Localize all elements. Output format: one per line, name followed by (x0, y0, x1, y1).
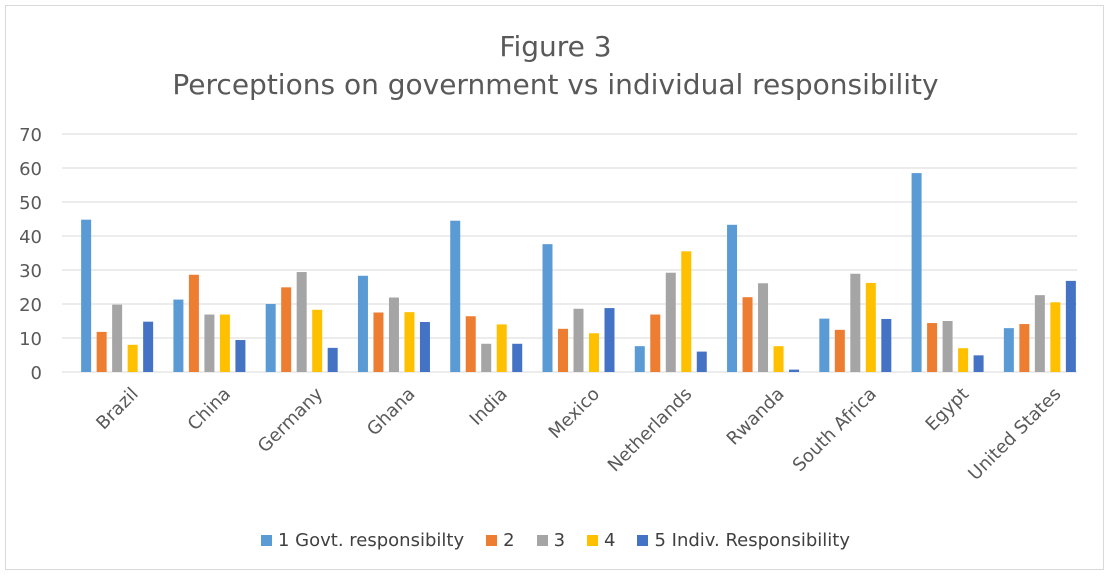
bar (1003, 328, 1014, 372)
bar (281, 287, 292, 372)
y-tick-label: 0 (31, 363, 42, 384)
bar (265, 304, 276, 372)
bar (388, 297, 399, 372)
legend: 1 Govt. responsibilty 2 3 4 5 Indiv. Respons… (0, 530, 1111, 551)
legend-label: 2 (503, 530, 515, 551)
legend-swatch (261, 535, 272, 546)
bar (958, 348, 969, 372)
bar (450, 220, 461, 372)
legend-label: 3 (553, 530, 566, 551)
bar (758, 283, 769, 372)
bar (357, 275, 368, 372)
bar (604, 308, 615, 372)
bar (219, 314, 230, 372)
x-tick-label: South Africa (789, 384, 881, 476)
bar (573, 308, 584, 372)
bar (512, 343, 523, 372)
gridlines (62, 133, 1077, 373)
bar (558, 328, 568, 372)
x-tick-label: China (184, 384, 235, 435)
bar (742, 297, 753, 372)
bar (496, 324, 507, 372)
y-tick-label: 70 (19, 125, 42, 146)
bar (727, 224, 738, 372)
bar (911, 173, 922, 372)
bar (589, 333, 599, 372)
y-axis-ticks: 0 10 20 30 40 50 60 70 (19, 125, 42, 384)
bar (312, 309, 323, 372)
x-tick-label: Rwanda (723, 384, 789, 450)
bar (927, 323, 938, 372)
bar (373, 312, 384, 372)
x-tick-label: Brazil (92, 384, 142, 434)
x-tick-label: Germany (254, 383, 328, 457)
legend-label: 5 Indiv. Responsibility (654, 530, 850, 551)
bar (650, 314, 661, 372)
x-tick-label: Netherlands (604, 384, 696, 476)
legend-label: 1 Govt. responsibilty (278, 530, 465, 551)
bar (188, 274, 199, 372)
x-axis-ticks: Brazil China Germany Ghana India Mexico Nether… (92, 383, 1065, 484)
y-tick-label: 60 (19, 159, 42, 180)
x-tick-label: India (466, 384, 512, 430)
bar (1065, 280, 1076, 372)
legend-item: 4 (587, 530, 615, 551)
chart-title: Figure 3 (499, 30, 612, 63)
bar (465, 316, 476, 372)
bar (235, 340, 246, 372)
bar (942, 321, 953, 372)
bar (665, 272, 676, 372)
bar (173, 299, 184, 372)
bar (1019, 324, 1030, 372)
bar (696, 351, 707, 372)
bar (1034, 295, 1045, 372)
legend-swatch (587, 535, 599, 546)
x-tick-label: Mexico (545, 384, 604, 443)
legend-swatch (486, 535, 498, 546)
y-tick-label: 40 (19, 227, 42, 248)
bar (634, 346, 645, 372)
bar (819, 318, 830, 372)
bar (143, 321, 154, 372)
bar (865, 282, 876, 372)
bar (112, 304, 123, 372)
bar (127, 344, 138, 372)
chart-subtitle: Perceptions on government vs individual … (172, 68, 939, 101)
y-tick-label: 10 (19, 329, 42, 350)
legend-item: 5 Indiv. Responsibility (637, 530, 850, 551)
bar (296, 272, 307, 372)
y-tick-label: 30 (19, 261, 42, 282)
legend-swatch (536, 535, 548, 546)
legend-item: 2 (486, 530, 515, 551)
x-tick-label: Ghana (363, 384, 419, 440)
bar (881, 318, 892, 372)
bar (481, 343, 492, 372)
bar (850, 273, 861, 372)
bar (404, 312, 415, 372)
bar (773, 346, 784, 372)
bar (834, 329, 845, 372)
x-tick-label: United States (964, 384, 1065, 485)
x-tick-label: Egypt (922, 384, 974, 436)
legend-label: 4 (604, 530, 616, 551)
bar (96, 331, 107, 372)
bar (419, 322, 430, 372)
bar (327, 347, 338, 372)
bar (973, 355, 984, 372)
bars (81, 173, 1076, 372)
bar (204, 314, 215, 372)
bar (789, 369, 800, 372)
legend-item: 3 (536, 530, 566, 551)
bar (542, 244, 553, 372)
y-tick-label: 50 (19, 193, 42, 214)
bar (81, 219, 92, 372)
legend-item: 1 Govt. responsibilty (261, 530, 464, 551)
bar (681, 251, 692, 372)
legend-swatch (637, 535, 649, 546)
y-tick-label: 20 (19, 295, 42, 316)
bar (1050, 302, 1061, 372)
